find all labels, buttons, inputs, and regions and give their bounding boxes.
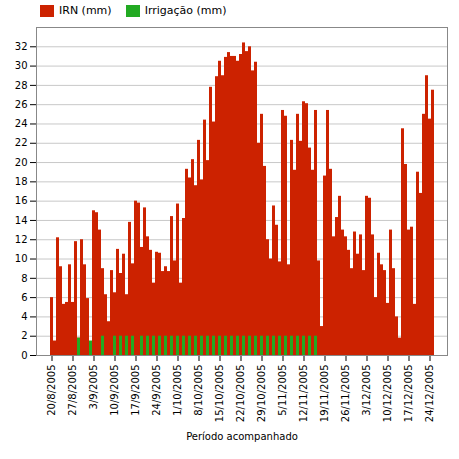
- svg-text:8: 8: [21, 273, 27, 284]
- svg-text:24/12/2005: 24/12/2005: [424, 365, 435, 423]
- svg-text:24: 24: [15, 118, 28, 129]
- svg-text:27/8/2005: 27/8/2005: [67, 365, 78, 416]
- svg-text:30: 30: [15, 60, 28, 71]
- svg-text:20/8/2005: 20/8/2005: [46, 365, 57, 416]
- svg-text:20: 20: [15, 157, 28, 168]
- svg-text:1/10/2005: 1/10/2005: [172, 365, 183, 416]
- svg-text:22: 22: [15, 137, 28, 148]
- svg-text:6: 6: [21, 292, 27, 303]
- svg-text:15/10/2005: 15/10/2005: [214, 365, 225, 423]
- svg-text:8/10/2005: 8/10/2005: [193, 365, 204, 416]
- svg-text:3/12/2005: 3/12/2005: [361, 365, 372, 416]
- svg-text:Período acompanhado: Período acompanhado: [186, 431, 298, 442]
- svg-text:17/9/2005: 17/9/2005: [130, 365, 141, 416]
- html-text:Irrigação (mm): Irrigação (mm): [144, 4, 227, 17]
- svg-text:29/10/2005: 29/10/2005: [256, 365, 267, 423]
- svg-text:3/9/2005: 3/9/2005: [88, 365, 99, 410]
- svg-text:17/12/2005: 17/12/2005: [403, 365, 414, 423]
- svg-text:10: 10: [15, 253, 28, 264]
- svg-text:16: 16: [15, 195, 28, 206]
- svg-text:22/10/2005: 22/10/2005: [235, 365, 246, 423]
- svg-text:4: 4: [21, 311, 27, 322]
- svg-text:14: 14: [15, 215, 28, 226]
- svg-text:12/11/2005: 12/11/2005: [298, 365, 309, 423]
- svg-text:28: 28: [15, 80, 28, 91]
- svg-text:12: 12: [15, 234, 28, 245]
- svg-text:0: 0: [21, 350, 27, 361]
- svg-text:2: 2: [21, 330, 27, 341]
- svg-text:32: 32: [15, 41, 28, 52]
- svg-text:10/9/2005: 10/9/2005: [109, 365, 120, 416]
- svg-text:26: 26: [15, 99, 28, 110]
- svg-text:26/11/2005: 26/11/2005: [340, 365, 351, 423]
- svg-text:24/9/2005: 24/9/2005: [151, 365, 162, 416]
- html-text:IRN (mm): IRN (mm): [59, 4, 112, 17]
- svg-text:19/11/2005: 19/11/2005: [319, 365, 330, 423]
- svg-text:10/12/2005: 10/12/2005: [382, 365, 393, 423]
- svg-text:5/11/2005: 5/11/2005: [277, 365, 288, 416]
- svg-text:18: 18: [15, 176, 28, 187]
